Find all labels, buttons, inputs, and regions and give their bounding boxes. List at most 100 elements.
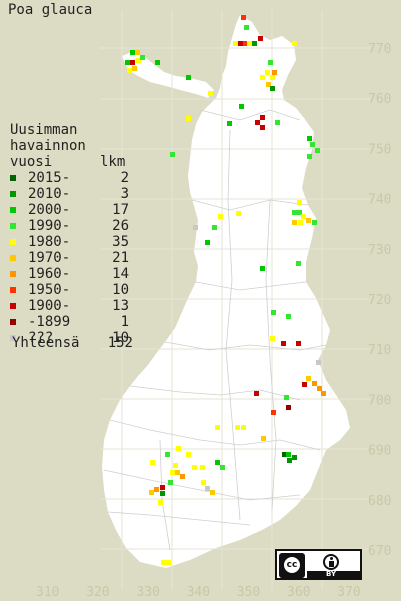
x-tick-label: 360	[287, 585, 310, 600]
observation-square	[136, 58, 141, 63]
legend-count: 2	[120, 170, 129, 186]
observation-square	[312, 381, 317, 386]
observation-square	[215, 425, 220, 430]
legend-count: 35	[112, 234, 129, 250]
observation-square	[282, 452, 287, 457]
observation-square	[272, 70, 277, 75]
observation-square	[306, 218, 311, 223]
legend-year-label: 1990-	[28, 218, 71, 234]
observation-square	[176, 446, 181, 451]
observation-square	[260, 115, 265, 120]
observation-square	[160, 491, 165, 496]
observation-square	[292, 220, 297, 225]
legend-heading-line1: Uusimman	[10, 122, 78, 138]
legend-swatch	[10, 287, 16, 293]
legend-heading-line2: havainnon	[10, 138, 86, 154]
observation-square	[150, 460, 155, 465]
observation-square	[160, 485, 165, 490]
observation-square	[130, 60, 135, 65]
legend-swatch	[10, 303, 16, 309]
legend-count: 1	[120, 314, 129, 330]
x-tick-label: 350	[237, 585, 260, 600]
observation-square	[252, 41, 257, 46]
legend-row: 2000- 17	[8, 202, 133, 218]
legend-row: 2010- 3	[8, 186, 133, 202]
legend-total-count: 152	[107, 335, 133, 351]
y-tick-label: 680	[368, 494, 391, 509]
legend-count: 14	[112, 266, 129, 282]
observation-square	[260, 125, 265, 130]
observation-square	[271, 310, 276, 315]
legend-count: 13	[112, 298, 129, 314]
by-label: BY	[326, 570, 337, 578]
observation-square	[220, 465, 225, 470]
observation-square	[161, 560, 166, 565]
legend-row: ??? 10	[8, 330, 133, 346]
legend-year-label: 1970-	[28, 250, 71, 266]
x-tick-label: 330	[136, 585, 159, 600]
observation-square	[125, 60, 130, 65]
by-bar	[307, 571, 360, 578]
y-tick-label: 760	[368, 92, 391, 107]
observation-square	[297, 200, 302, 205]
legend-row: 1950- 10	[8, 282, 133, 298]
legend-row: 1970- 21	[8, 250, 133, 266]
observation-square	[233, 41, 238, 46]
observation-square	[227, 121, 232, 126]
legend-year-label: 1980-	[28, 234, 71, 250]
observation-square	[260, 75, 265, 80]
legend-heading-count: lkm	[100, 154, 126, 170]
y-tick-label: 740	[368, 193, 391, 208]
observation-square	[297, 210, 302, 215]
legend-swatch	[10, 239, 16, 245]
observation-square	[140, 55, 145, 60]
legend-count: 3	[120, 186, 129, 202]
x-tick-label: 370	[337, 585, 360, 600]
observation-square	[166, 560, 171, 565]
legend-row: -1899 1	[8, 314, 133, 330]
observation-square	[292, 455, 297, 460]
observation-square	[130, 50, 135, 55]
observation-square	[286, 452, 291, 457]
observation-square	[180, 474, 185, 479]
observation-square	[310, 142, 315, 147]
observation-square	[170, 470, 175, 475]
observation-square	[258, 36, 263, 41]
observation-square	[307, 154, 312, 159]
observation-square	[154, 487, 159, 492]
x-tick-label: 340	[187, 585, 210, 600]
observation-square	[286, 314, 291, 319]
cc-by-license-badge[interactable]: cc BY	[275, 549, 362, 580]
observation-square	[260, 266, 265, 271]
legend-year-label: 1960-	[28, 266, 71, 282]
observation-square	[170, 152, 175, 157]
observation-square	[244, 25, 249, 30]
observation-square	[186, 452, 191, 457]
map-title: Poa glauca	[8, 2, 93, 18]
cc-logo-block: cc	[279, 553, 305, 578]
y-tick-label: 690	[368, 444, 391, 459]
legend-total-label: Yhteensä	[12, 335, 80, 351]
observation-squares	[125, 15, 326, 565]
observation-square	[266, 82, 271, 87]
legend-year-label: -1899	[28, 314, 71, 330]
observation-square	[247, 41, 252, 46]
y-tick-label: 770	[368, 42, 391, 57]
observation-square	[186, 75, 191, 80]
legend-count: 10	[112, 330, 129, 346]
legend-swatch	[10, 175, 16, 181]
observation-square	[218, 214, 223, 219]
observation-square	[261, 436, 266, 441]
legend-swatch	[10, 271, 16, 277]
observation-square	[173, 463, 178, 468]
y-tick-label: 710	[368, 343, 391, 358]
observation-square	[317, 386, 322, 391]
y-tick-label: 670	[368, 544, 391, 559]
legend-swatch	[10, 191, 16, 197]
observation-square	[192, 465, 197, 470]
observation-square	[306, 376, 311, 381]
observation-square	[239, 104, 244, 109]
observation-square	[271, 410, 276, 415]
legend-row: 1960- 14	[8, 266, 133, 282]
observation-square	[296, 341, 301, 346]
